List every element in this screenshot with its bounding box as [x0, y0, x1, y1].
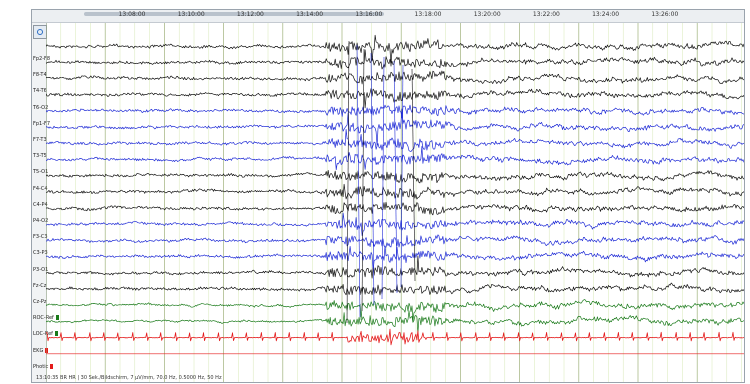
channel-label[interactable]: F7-T3	[33, 137, 47, 143]
artifact-spikes	[346, 40, 416, 324]
spike-line	[356, 44, 361, 318]
spike-line	[370, 52, 375, 306]
time-tick-label: 13:24:00	[592, 11, 620, 18]
channel-label[interactable]: F8-T4	[33, 72, 47, 78]
channel-label-text: F7-T3	[33, 137, 47, 143]
channel-label-text: P3-O1	[33, 266, 49, 273]
time-grid	[46, 23, 742, 382]
channel-label-text: C3-P3	[33, 250, 48, 257]
channel-label[interactable]: Fp2-F8	[33, 56, 50, 62]
channel-label[interactable]: F3-C3	[33, 234, 48, 240]
channel-trace	[46, 70, 744, 85]
time-tick-label: 13:08:00	[118, 11, 146, 18]
channel-trace	[46, 34, 744, 67]
channel-label-text: LOC-Ref	[33, 331, 53, 338]
channel-label[interactable]: EKG	[33, 347, 49, 354]
channel-trace	[46, 234, 744, 248]
eeg-waveform-plot[interactable]	[46, 23, 744, 382]
spike-line	[346, 40, 350, 324]
channel-color-marker	[54, 331, 58, 337]
time-scrollbar-thumb[interactable]	[84, 12, 384, 16]
channel-label[interactable]: LOC-Ref	[33, 331, 58, 337]
channel-label-text: ROC-Ref	[33, 315, 54, 322]
channel-label[interactable]: C4-P4	[33, 202, 48, 208]
channel-trace	[46, 310, 744, 334]
channel-trace	[46, 282, 744, 296]
channel-label[interactable]: Photic	[33, 363, 54, 370]
channel-label[interactable]: Cz-Pz	[33, 299, 47, 305]
channel-label-text: Fz-Cz	[33, 282, 47, 289]
channel-label-text: EKG	[33, 347, 44, 354]
montage-settings-button[interactable]	[33, 25, 47, 39]
channel-color-marker	[45, 347, 49, 353]
channel-label-text: F3-C3	[33, 234, 48, 241]
channel-label[interactable]: F4-C4	[33, 186, 48, 192]
channel-label-column: Fp2-F8 F8-T4 T4-T6 T6-O2 Fp1-F7 F7-T3 T3-T5 T5-…	[32, 23, 59, 382]
channel-trace	[46, 245, 744, 272]
channel-trace	[46, 212, 744, 236]
channel-label[interactable]: P4-O2	[33, 218, 48, 224]
status-text: 13:10:35 BR HR | 30 Sek./Bildschirm, 7 µ…	[36, 375, 222, 381]
channel-label-text: F4-C4	[33, 185, 48, 192]
channel-label-text: T5-O1	[33, 169, 49, 176]
channel-trace	[46, 170, 744, 184]
target-icon	[37, 29, 43, 35]
spike-line	[400, 64, 404, 288]
channel-label[interactable]: T5-O1	[33, 169, 48, 175]
channel-label[interactable]: C3-P3	[33, 250, 48, 256]
channel-label-text: Fp1-F7	[33, 120, 51, 127]
channel-label[interactable]: Fp1-F7	[33, 121, 50, 127]
time-tick-label: 13:12:00	[236, 11, 264, 18]
channel-trace	[46, 88, 744, 109]
channel-label[interactable]: P3-O1	[33, 267, 48, 273]
channel-label-text: Photic	[33, 363, 49, 370]
spike-line	[381, 56, 385, 300]
channel-label-text: P4-O2	[33, 218, 49, 224]
time-tick-label: 13:10:00	[177, 11, 205, 18]
time-tick-label: 13:16:00	[355, 11, 383, 18]
eeg-viewer-window: 13:08:00 13:10:00 13:12:00 13:14:00 13:16:00…	[31, 9, 745, 383]
channel-color-marker	[55, 315, 59, 321]
channel-label[interactable]: ROC-Ref	[33, 315, 59, 321]
channel-label[interactable]: T3-T5	[33, 153, 47, 159]
channel-trace	[46, 49, 744, 70]
time-tick-label: 13:14:00	[296, 11, 324, 18]
time-tick-label: 13:26:00	[651, 11, 679, 18]
channel-label[interactable]: Fz-Cz	[33, 283, 46, 289]
channel-label[interactable]: T6-O2	[33, 105, 48, 111]
channel-trace	[46, 299, 744, 322]
time-tick-label: 13:20:00	[473, 11, 501, 18]
spike-line	[393, 60, 398, 294]
channel-label-text: T6-O2	[33, 104, 49, 111]
channel-label-text: T3-T5	[33, 153, 47, 160]
channel-label-text: F8-T4	[33, 72, 47, 79]
spike-line	[411, 68, 416, 282]
spike-line	[361, 48, 365, 312]
channel-label-text: Cz-Pz	[33, 299, 47, 305]
channel-label-text: Fp2-F8	[33, 56, 51, 62]
channel-trace	[46, 328, 744, 346]
channel-color-marker	[50, 363, 54, 369]
channel-trace	[46, 255, 744, 279]
channel-label-text: T4-T6	[33, 88, 47, 95]
time-tick-label: 13:22:00	[532, 11, 560, 18]
channel-label[interactable]: T4-T6	[33, 88, 47, 94]
channel-trace	[46, 183, 744, 200]
channel-label-text: C4-P4	[33, 201, 48, 208]
time-axis-bar[interactable]: 13:08:00 13:10:00 13:12:00 13:14:00 13:16:00…	[32, 10, 744, 23]
channel-trace	[46, 104, 744, 119]
channel-trace	[46, 201, 744, 216]
time-tick-label: 13:18:00	[414, 11, 442, 18]
